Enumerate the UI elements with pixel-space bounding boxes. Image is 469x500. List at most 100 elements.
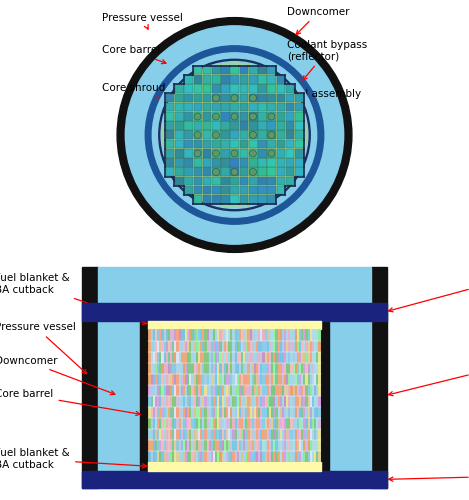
Bar <box>187 330 189 340</box>
Bar <box>200 451 202 462</box>
Bar <box>299 429 301 440</box>
Bar <box>314 396 316 406</box>
Bar <box>245 362 248 374</box>
Bar <box>273 362 275 374</box>
Bar <box>273 451 275 462</box>
Bar <box>249 176 257 185</box>
Bar <box>226 330 228 340</box>
Bar <box>191 396 194 406</box>
Text: Pressure vessel: Pressure vessel <box>102 12 183 29</box>
Text: Fuel blanket &
BA cutback: Fuel blanket & BA cutback <box>0 273 147 324</box>
Bar <box>240 75 248 84</box>
Bar <box>305 362 308 374</box>
Bar <box>278 451 280 462</box>
Bar <box>280 330 282 340</box>
Bar <box>166 374 168 384</box>
Bar <box>172 330 174 340</box>
Bar <box>176 330 179 340</box>
Bar <box>273 384 275 396</box>
Bar <box>174 396 176 406</box>
Bar <box>295 418 297 429</box>
Bar <box>258 121 267 130</box>
Bar <box>312 330 314 340</box>
Bar <box>258 406 260 418</box>
Bar <box>263 406 265 418</box>
Bar <box>82 471 387 488</box>
Bar <box>269 330 271 340</box>
Bar <box>194 186 202 194</box>
Bar <box>204 451 206 462</box>
Bar <box>252 396 254 406</box>
Bar <box>230 330 232 340</box>
Bar <box>221 121 230 130</box>
Bar <box>153 440 155 451</box>
Bar <box>184 102 193 112</box>
Bar <box>194 384 196 396</box>
Bar <box>228 340 230 351</box>
Bar <box>308 330 310 340</box>
Bar <box>204 384 206 396</box>
Bar <box>179 330 181 340</box>
Bar <box>194 112 202 120</box>
Bar <box>265 362 267 374</box>
Bar <box>196 352 198 362</box>
Bar <box>273 418 275 429</box>
Bar <box>206 340 209 351</box>
Bar <box>288 384 290 396</box>
Bar <box>153 396 155 406</box>
Bar <box>258 330 260 340</box>
Bar <box>213 384 215 396</box>
Bar <box>269 340 271 351</box>
Bar <box>230 396 232 406</box>
Bar <box>212 66 220 74</box>
Bar <box>189 451 191 462</box>
Bar <box>277 121 285 130</box>
Bar <box>241 374 243 384</box>
Bar <box>286 352 288 362</box>
Bar <box>230 130 239 139</box>
Bar <box>230 418 232 429</box>
Bar <box>187 418 189 429</box>
Bar <box>288 352 290 362</box>
Bar <box>277 84 285 93</box>
Bar <box>303 352 305 362</box>
Bar <box>312 418 314 429</box>
Bar <box>248 429 250 440</box>
Bar <box>312 429 314 440</box>
Bar <box>209 374 211 384</box>
Bar <box>271 418 273 429</box>
Bar <box>303 451 305 462</box>
Bar <box>174 374 176 384</box>
Bar <box>265 418 267 429</box>
Bar <box>312 406 314 418</box>
Bar <box>198 451 200 462</box>
Bar <box>318 418 320 429</box>
Bar <box>212 176 220 185</box>
Bar <box>308 384 310 396</box>
Bar <box>267 418 269 429</box>
Bar <box>282 440 284 451</box>
Bar <box>258 374 260 384</box>
Bar <box>241 440 243 451</box>
Bar <box>168 429 170 440</box>
Bar <box>316 440 318 451</box>
Bar <box>301 362 303 374</box>
Bar <box>260 362 263 374</box>
Bar <box>310 362 312 374</box>
Bar <box>191 352 194 362</box>
Bar <box>194 149 202 158</box>
Bar <box>254 396 256 406</box>
Bar <box>217 352 219 362</box>
Bar <box>168 451 170 462</box>
Bar <box>149 462 320 471</box>
Bar <box>166 384 168 396</box>
Bar <box>209 384 211 396</box>
Bar <box>256 406 258 418</box>
Bar <box>252 440 254 451</box>
Bar <box>275 406 278 418</box>
Bar <box>184 176 193 185</box>
Bar <box>151 374 153 384</box>
Bar <box>234 440 237 451</box>
Bar <box>288 396 290 406</box>
Circle shape <box>194 150 201 157</box>
